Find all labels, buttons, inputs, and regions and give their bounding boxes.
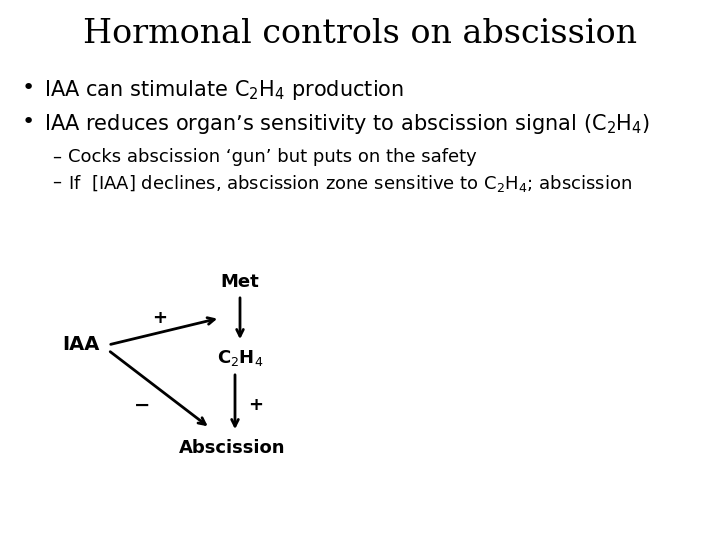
Text: Cocks abscission ‘gun’ but puts on the safety: Cocks abscission ‘gun’ but puts on the s… <box>68 148 477 166</box>
Text: Abscission: Abscission <box>179 439 285 457</box>
Text: IAA can stimulate C$_2$H$_4$ production: IAA can stimulate C$_2$H$_4$ production <box>44 78 404 102</box>
Text: IAA: IAA <box>62 335 99 354</box>
Text: +: + <box>248 396 263 414</box>
Text: –: – <box>52 173 61 191</box>
Text: If  [IAA] declines, abscission zone sensitive to C$_2$H$_4$; abscission: If [IAA] declines, abscission zone sensi… <box>68 173 632 194</box>
Text: •: • <box>22 78 35 98</box>
Text: C$_2$H$_4$: C$_2$H$_4$ <box>217 348 264 368</box>
Text: IAA reduces organ’s sensitivity to abscission signal (C$_2$H$_4$): IAA reduces organ’s sensitivity to absci… <box>44 112 650 136</box>
Text: Hormonal controls on abscission: Hormonal controls on abscission <box>83 18 637 50</box>
Text: –: – <box>52 148 61 166</box>
Text: Met: Met <box>220 273 259 291</box>
Text: −: − <box>134 395 150 415</box>
Text: •: • <box>22 112 35 132</box>
Text: +: + <box>153 309 168 327</box>
